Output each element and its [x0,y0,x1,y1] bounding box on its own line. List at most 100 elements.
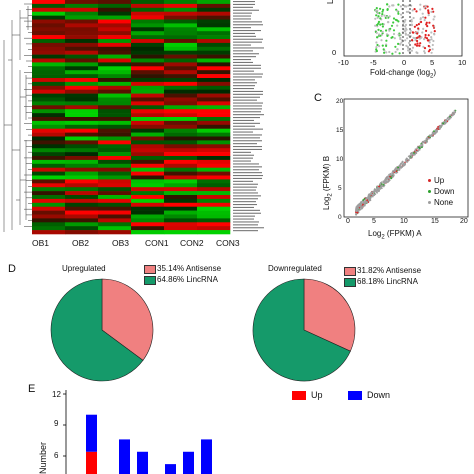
heatmap-cell [32,89,66,94]
heatmap-row-label [233,88,254,90]
fpkm-point [405,159,408,162]
heatmap-cell [98,152,132,157]
heatmap-cell [65,11,99,16]
volcano-point [426,5,429,8]
volcano-x-tick: 5 [430,58,435,67]
heatmap-row-labels [233,1,264,232]
heatmap-cell [65,218,99,223]
heatmap-cell [32,3,66,9]
volcano-point [398,52,401,55]
legend-up-marker [428,179,431,182]
heatmap-cell [32,105,66,110]
volcano-point [430,38,433,41]
heatmap-cell [197,195,231,200]
heatmap-cell [164,97,198,102]
volcano-point [385,44,388,48]
heatmap-cell [131,222,165,227]
heatmap-cell [98,85,132,90]
heatmap-row-label [233,227,264,229]
heatmap-cell [197,214,231,219]
heatmap-cell [164,93,198,98]
legend-up-label: Up [434,176,445,185]
volcano-point [380,14,383,18]
volcano-point [428,41,431,44]
heatmap-cell [164,89,198,94]
volcano-point [422,27,425,30]
heatmap-cell [98,27,132,32]
heatmap-cell [65,179,99,184]
heatmap-cell [131,140,165,145]
volcano-point [392,32,396,36]
heatmap-cell [131,156,165,161]
volcano-point [393,37,396,40]
heatmap-cell [32,62,66,67]
heatmap-cell [98,35,132,40]
volcano-point [399,5,402,8]
volcano-point [410,49,413,52]
heatmap-row-label [233,21,262,23]
heatmap-cell [32,132,66,137]
heatmap-cell [164,42,198,48]
fpkm-point [388,179,391,182]
heatmap-cell [197,27,231,32]
heatmap-cell [65,42,99,48]
fpkm-point [399,162,402,165]
heatmap-cell [164,206,198,211]
heatmap-cell [131,74,165,79]
heatmap-cell [98,0,132,5]
volcano-points [374,3,436,55]
volcano-y-label: Lo [326,0,335,4]
heatmap-cell [98,113,132,118]
volcano-point [399,36,402,39]
heatmap-cell [197,230,231,235]
fpkm-point [425,141,428,144]
fpkm-point [432,131,435,134]
volcano-point [382,48,385,51]
heatmap-cell [164,191,198,196]
heatmap-cell [32,66,66,71]
heatmap-cell [164,85,198,90]
heatmap-cell [98,163,132,168]
pie-chart-downregulated [252,278,356,382]
fpkm-point [366,201,368,204]
fpkm-point [452,111,455,114]
volcano-point [424,36,427,39]
heatmap-cell [65,54,99,59]
heatmap-cell [98,222,132,227]
volcano-point [414,37,417,40]
fpkm-point [364,203,366,205]
heatmap-row-label [233,221,259,223]
volcano-point [432,24,435,27]
volcano-point [422,16,425,19]
fpkm-point [359,202,362,205]
volcano-point [411,46,415,49]
fpkm-point [396,168,398,171]
volcano-point [432,10,435,13]
volcano-point [414,43,417,46]
heatmap-cell [131,183,165,188]
heatmap-cell [32,50,66,55]
volcano-point [423,50,426,53]
bar-legend: Up Down [292,390,422,402]
volcano-point [407,33,410,37]
heatmap-cell [98,78,132,83]
heatmap-cell [197,120,231,126]
heatmap-cell [32,58,66,63]
heatmap-cell [65,85,99,90]
heatmap-cell [197,46,231,51]
heatmap-cell [32,195,66,200]
heatmap-cell [164,35,198,40]
heatmap-cell [131,0,165,5]
legend-swatch-antisense [344,267,356,276]
heatmap-cell [164,140,198,145]
legend-none-label: None [434,198,454,207]
volcano-point [404,39,407,42]
heatmap-figure [3,0,264,235]
fpkm-point [379,187,381,190]
heatmap-row-label [233,131,253,133]
fpkm-y-tick: 5 [338,185,342,192]
legend-down-label: Down [434,187,455,196]
fpkm-point [408,159,410,161]
heatmap-row-label [233,3,255,5]
heatmap-cell [197,105,231,110]
